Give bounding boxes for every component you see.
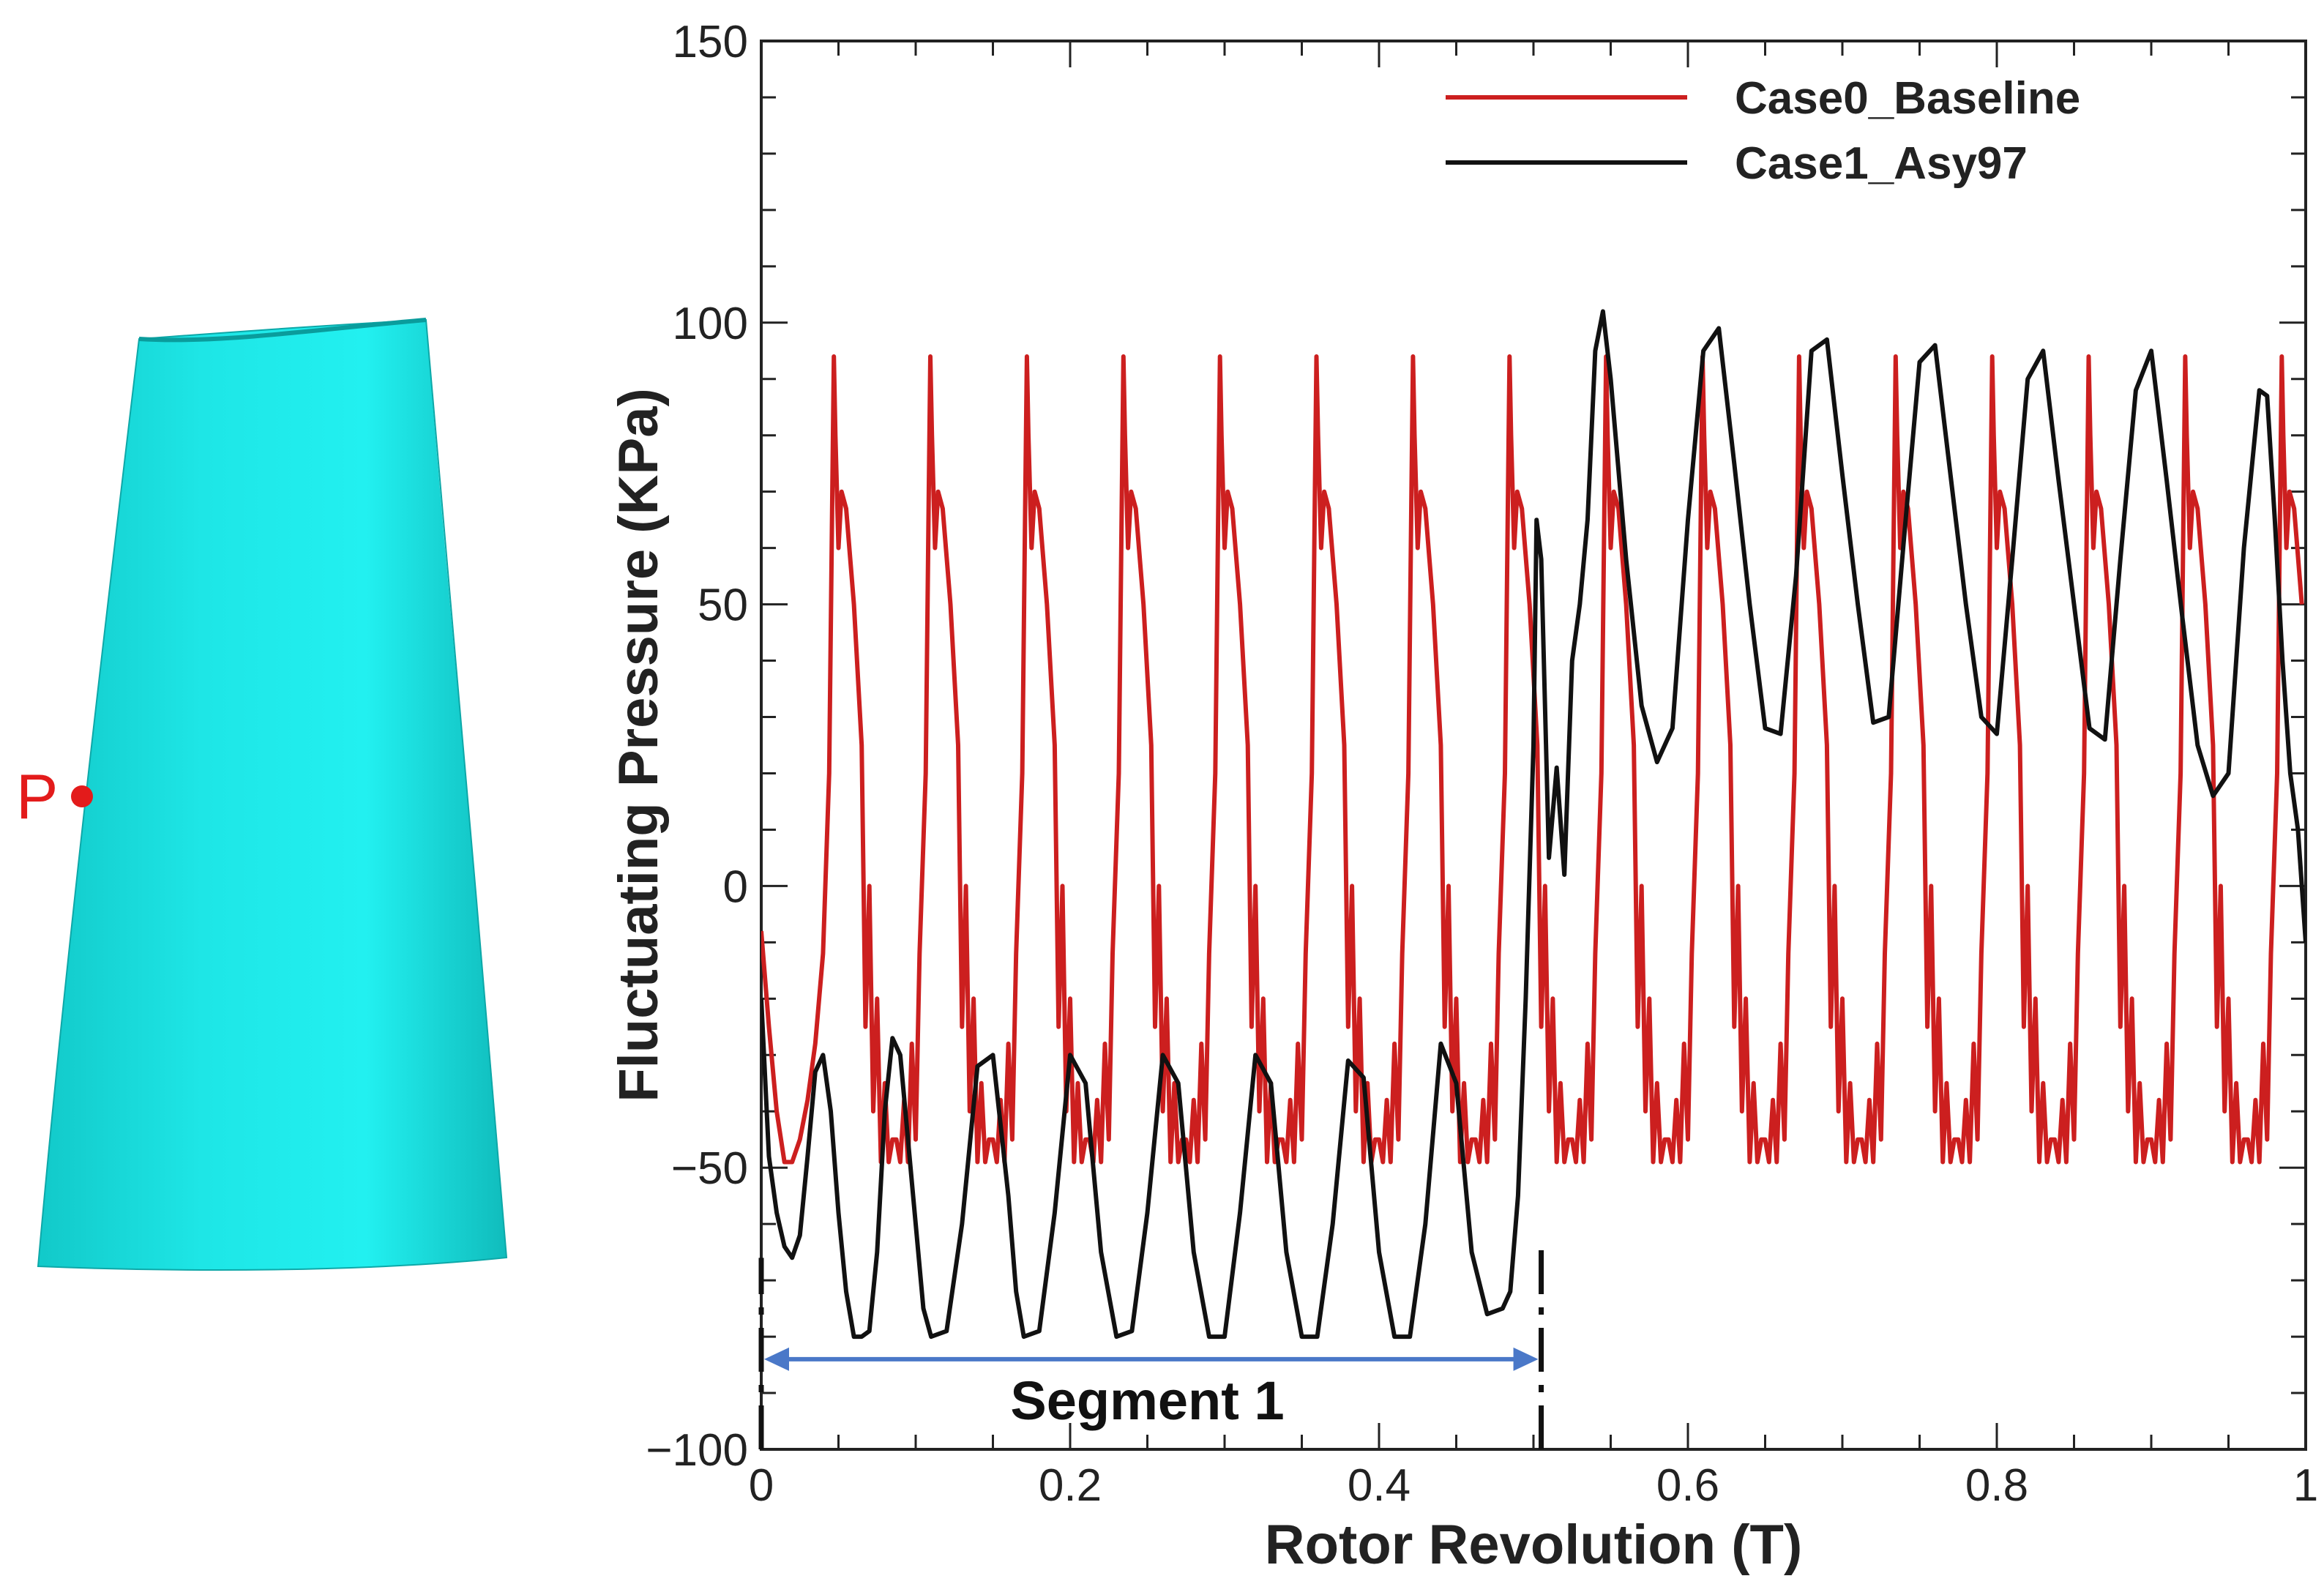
- blade-tip-edge: [138, 318, 427, 343]
- y-tick-label: 150: [673, 17, 748, 67]
- x-tick-label: 0.8: [1965, 1460, 2028, 1511]
- x-tick-label: 0.6: [1656, 1460, 1719, 1511]
- x-axis-title: Rotor Revolution (T): [1265, 1514, 1803, 1576]
- blade-shape: [37, 318, 508, 1271]
- segment-arrow-head-left: [764, 1347, 789, 1371]
- y-tick-labels: −100 −50 0 50 100 150: [646, 17, 748, 1476]
- series-lines: [761, 309, 2306, 1340]
- y-axis-title: Fluctuating Pressure (KPa): [608, 388, 670, 1102]
- y-tick-label: 50: [698, 580, 748, 631]
- y-tick-label: −50: [671, 1143, 748, 1194]
- chart: −100 −50 0 50 100 150 0 0.2 0.4 0.6 0.8 1 Segment …: [608, 17, 2318, 1576]
- segment-arrow-head-right: [1513, 1347, 1539, 1371]
- x-tick-label: 1: [2293, 1460, 2318, 1511]
- probe-point-marker: [71, 785, 93, 807]
- x-tick-label: 0.4: [1348, 1460, 1411, 1511]
- axis-ticks: [760, 40, 2307, 1451]
- legend-label-case1: Case1_Asy97: [1735, 138, 2028, 189]
- probe-point-label: P: [16, 762, 58, 832]
- x-tick-label: 0: [749, 1460, 774, 1511]
- segment-label: Segment 1: [1010, 1370, 1284, 1431]
- x-tick-labels: 0 0.2 0.4 0.6 0.8 1: [749, 1460, 2318, 1511]
- legend: Case0_Baseline Case1_Asy97: [1446, 73, 2080, 189]
- y-tick-label: 0: [723, 862, 748, 912]
- series-line-case0-baseline: [761, 354, 2304, 1165]
- y-tick-label: 100: [673, 299, 748, 349]
- blade-illustration: P: [16, 318, 508, 1271]
- annotations: Segment 1: [758, 1246, 1544, 1449]
- series-line-case1-asy97: [761, 309, 2306, 1340]
- y-tick-label: −100: [646, 1425, 748, 1476]
- x-tick-label: 0.2: [1039, 1460, 1102, 1511]
- legend-label-case0: Case0_Baseline: [1735, 73, 2080, 124]
